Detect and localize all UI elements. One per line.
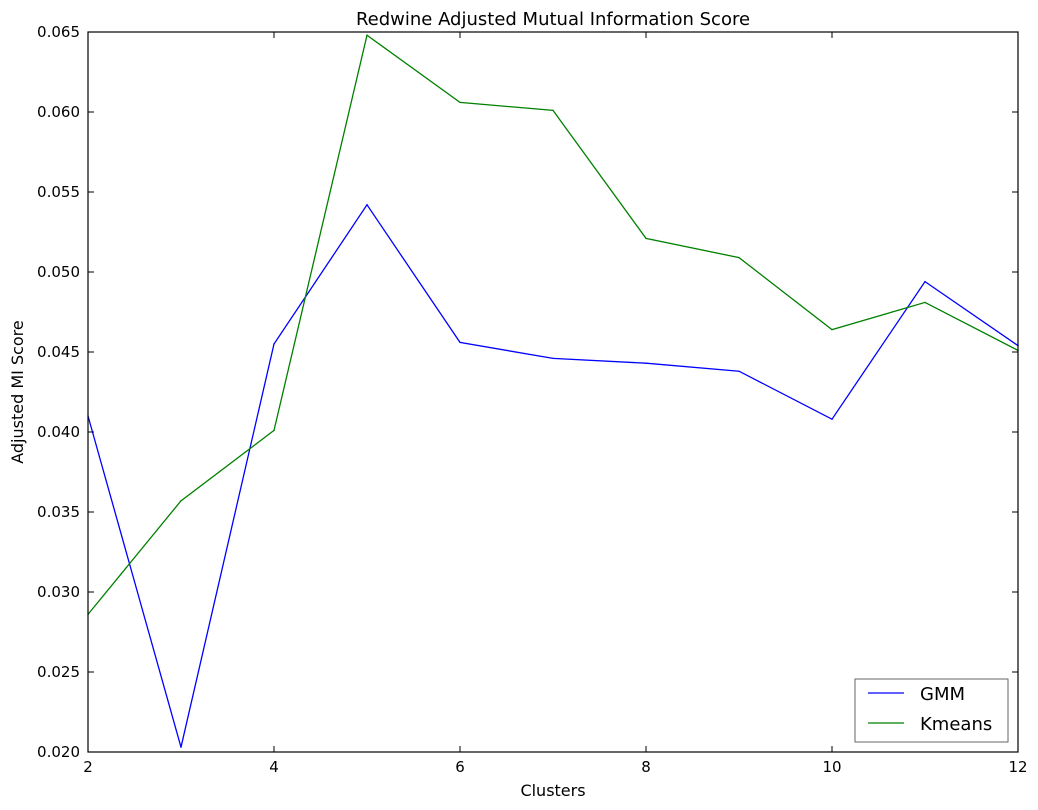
x-tick-label: 12 [1008,758,1027,776]
legend: GMM Kmeans [854,678,1009,743]
data-point-kmeans [831,328,833,331]
legend-label-kmeans: Kmeans [920,714,992,735]
data-point-gmm [645,362,647,364]
legend-label-gmm: GMM [920,684,965,705]
data-point-kmeans [552,109,554,112]
data-point-gmm [180,746,182,748]
data-point-gmm [738,370,740,372]
data-point-gmm [366,204,368,206]
data-point-kmeans [366,34,368,36]
y-tick-label: 0.065 [37,23,80,41]
y-tick-label: 0.055 [37,183,80,201]
x-axis-label: Clusters [520,781,585,800]
data-point-gmm [924,280,926,283]
y-tick-label: 0.030 [37,583,80,601]
data-point-kmeans [924,301,926,304]
data-point-kmeans [645,237,647,240]
data-point-gmm [273,343,275,345]
legend-box [854,678,1009,743]
data-point-kmeans [273,429,275,432]
data-point-kmeans [738,256,740,259]
data-point-gmm [552,357,554,360]
chart-title: Redwine Adjusted Mutual Information Scor… [356,9,750,30]
y-tick-label: 0.035 [37,503,80,521]
x-tick-label: 2 [83,758,93,776]
data-point-gmm [831,418,833,420]
x-tick-label: 8 [641,758,651,776]
y-tick-label: 0.025 [37,663,80,681]
y-tick-label: 0.050 [37,263,80,281]
y-tick-label: 0.020 [37,743,80,761]
x-tick-label: 10 [822,758,841,776]
series-layer [87,34,1019,748]
y-axis-label: Adjusted MI Score [8,320,27,464]
y-tick-label: 0.045 [37,343,80,361]
x-tick-label: 6 [455,758,465,776]
x-tick-label: 4 [269,758,279,776]
data-point-gmm [459,341,461,344]
plot-area-frame [87,31,1019,753]
axis-ticks: 2 4 6 8 10 12 0.020 0.025 0.030 0.035 0.040 0.045 0.… [37,23,1028,776]
y-tick-label: 0.060 [37,103,80,121]
data-point-kmeans [180,500,182,502]
y-tick-label: 0.040 [37,423,80,441]
data-point-kmeans [459,101,461,104]
